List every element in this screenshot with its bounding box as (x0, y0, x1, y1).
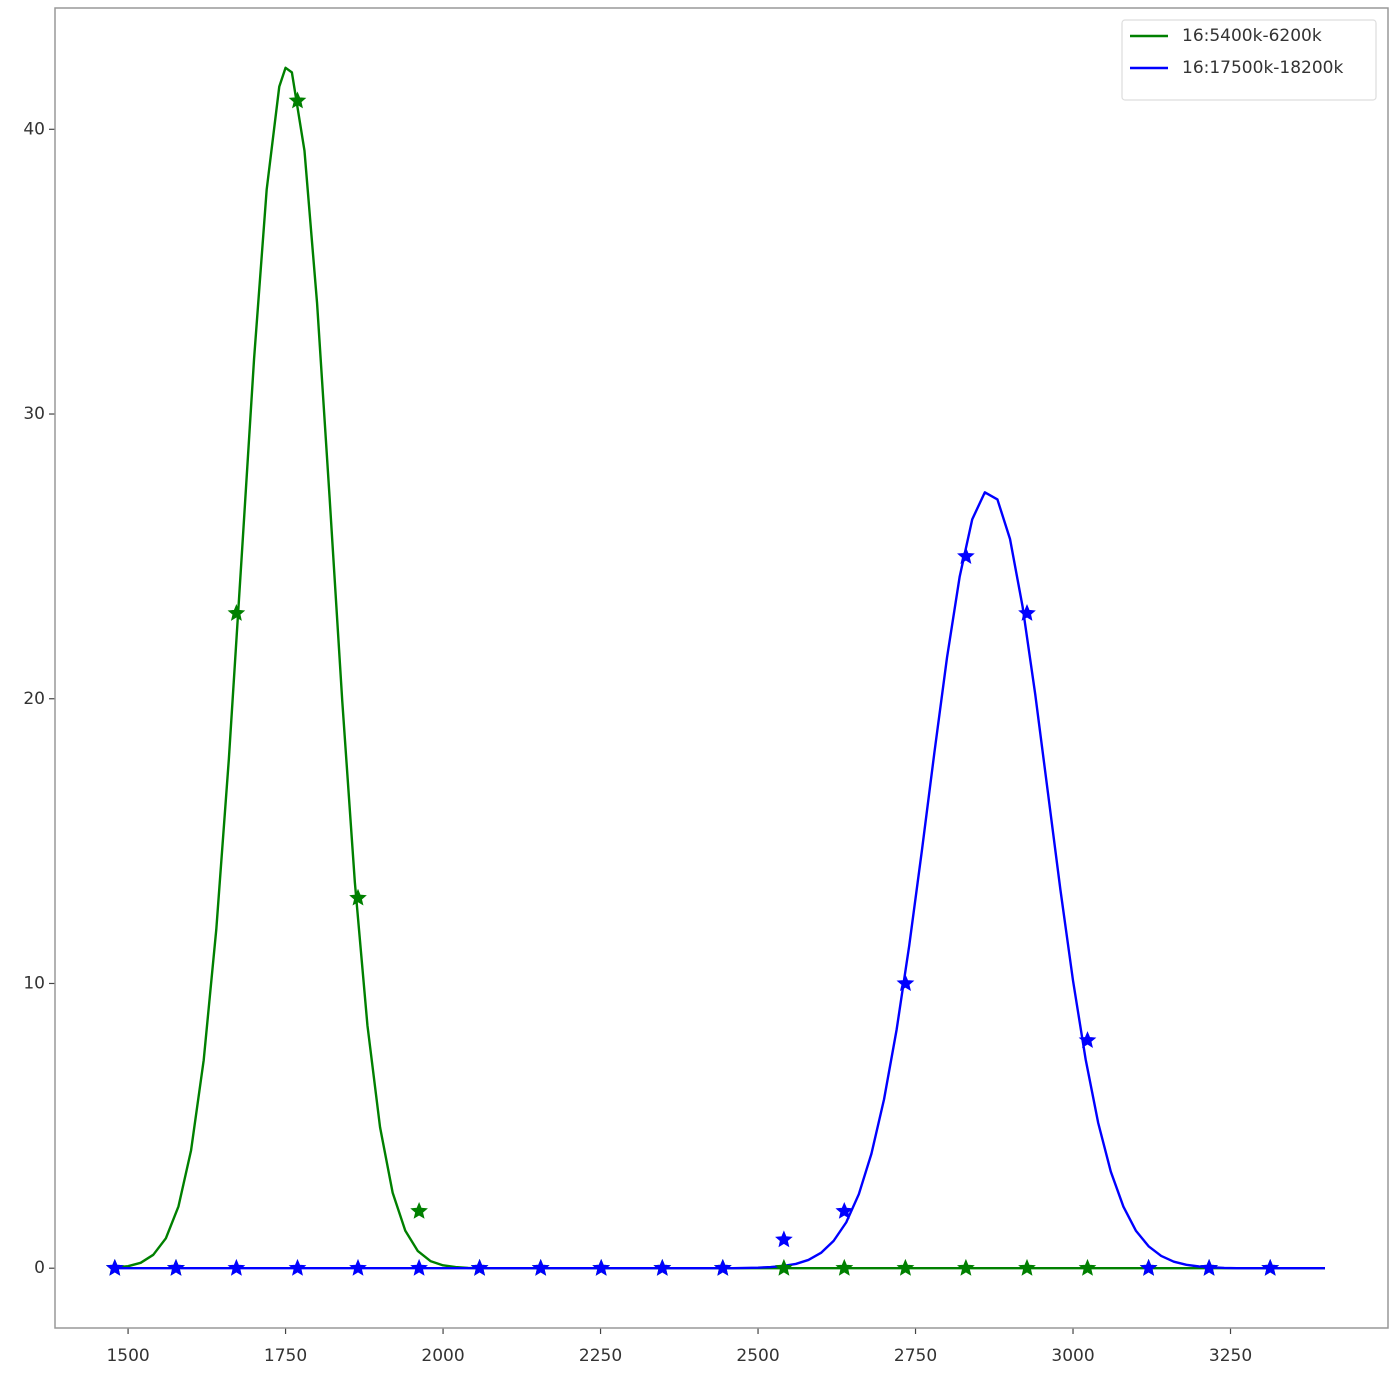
star-marker (227, 1258, 246, 1276)
star-marker (957, 547, 975, 564)
star-marker (1078, 1031, 1097, 1048)
star-marker (1139, 1258, 1158, 1276)
legend-label: 16:17500k-18200k (1182, 58, 1343, 78)
star-marker (1018, 603, 1036, 621)
x-tick-label: 2000 (421, 1346, 464, 1366)
x-tick-label: 1750 (264, 1346, 307, 1366)
star-marker (410, 1202, 428, 1219)
star-marker (835, 1202, 854, 1219)
star-marker (1018, 1258, 1036, 1276)
star-marker (1261, 1258, 1280, 1276)
star-marker (349, 1258, 367, 1276)
x-tick-label: 2250 (579, 1346, 622, 1366)
star-marker (167, 1258, 185, 1276)
y-tick-label: 0 (34, 1258, 45, 1278)
x-tick-label: 3000 (1051, 1346, 1094, 1366)
star-marker (896, 974, 915, 992)
legend-box (1121, 19, 1377, 101)
star-marker (288, 91, 307, 109)
star-marker (896, 1258, 915, 1276)
y-tick-label: 20 (23, 689, 45, 709)
plot-frame (54, 7, 1389, 1329)
star-marker (470, 1258, 489, 1276)
star-marker (105, 1258, 124, 1276)
legend-label: 16:5400k-6200k (1182, 26, 1322, 46)
star-marker (592, 1258, 611, 1276)
y-tick-label: 10 (23, 973, 45, 993)
fit-line (115, 66, 1325, 1270)
star-marker (775, 1258, 793, 1276)
star-marker (288, 1258, 307, 1276)
x-tick-label: 2750 (894, 1346, 937, 1366)
y-tick-label: 30 (23, 404, 45, 424)
star-marker (1078, 1258, 1097, 1276)
star-marker (957, 1258, 975, 1276)
star-marker (775, 1230, 793, 1248)
x-tick-label: 1500 (106, 1346, 149, 1366)
x-tick-label: 2500 (736, 1346, 779, 1366)
star-marker (410, 1258, 428, 1276)
star-marker (227, 603, 246, 621)
star-marker (531, 1258, 550, 1276)
x-tick-label: 3250 (1209, 1346, 1252, 1366)
star-marker (349, 888, 367, 906)
star-marker (653, 1258, 672, 1276)
y-tick-label: 40 (23, 119, 45, 139)
fit-line (115, 491, 1325, 1270)
star-marker (1200, 1258, 1218, 1276)
star-marker (713, 1258, 732, 1276)
star-marker (835, 1258, 854, 1276)
